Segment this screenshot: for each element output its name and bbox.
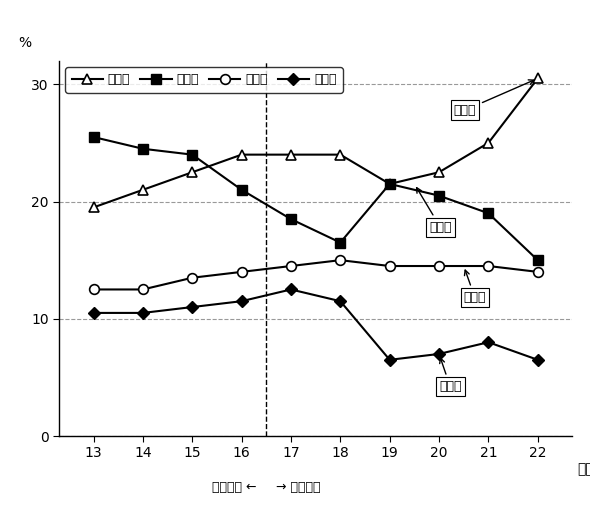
公債費 bbox=[337, 257, 344, 263]
土木費 bbox=[287, 216, 294, 222]
教育費 bbox=[485, 339, 492, 345]
土木費 bbox=[189, 152, 196, 158]
民生費 bbox=[287, 152, 294, 158]
教育費 bbox=[139, 310, 146, 316]
Text: 民生費: 民生費 bbox=[454, 80, 534, 117]
教育費 bbox=[534, 357, 541, 363]
Text: %: % bbox=[18, 35, 31, 50]
Text: 土木費: 土木費 bbox=[417, 188, 452, 234]
土木費 bbox=[435, 193, 442, 199]
土木費 bbox=[238, 187, 245, 193]
土木費 bbox=[386, 181, 393, 187]
Line: 土木費: 土木費 bbox=[88, 132, 543, 265]
教育費 bbox=[238, 298, 245, 304]
教育費 bbox=[435, 351, 442, 357]
土木費 bbox=[485, 210, 492, 216]
土木費 bbox=[534, 257, 541, 263]
民生費 bbox=[386, 181, 393, 187]
教育費 bbox=[90, 310, 97, 316]
民生費 bbox=[90, 204, 97, 210]
公債費 bbox=[386, 263, 393, 269]
民生費 bbox=[139, 187, 146, 193]
Line: 教育費: 教育費 bbox=[89, 285, 542, 364]
民生費 bbox=[189, 169, 196, 175]
民生費 bbox=[485, 140, 492, 146]
公債費 bbox=[485, 263, 492, 269]
公債費 bbox=[287, 263, 294, 269]
公債費 bbox=[139, 286, 146, 293]
Text: 教育費: 教育費 bbox=[439, 358, 461, 393]
公債費 bbox=[189, 275, 196, 281]
土木費 bbox=[139, 146, 146, 152]
公債費 bbox=[534, 269, 541, 275]
Text: → 新浜松市: → 新浜松市 bbox=[276, 481, 321, 494]
Legend: 民生費, 土木費, 公債費, 教育費: 民生費, 土木費, 公債費, 教育費 bbox=[65, 67, 343, 93]
教育費 bbox=[287, 286, 294, 293]
民生費 bbox=[435, 169, 442, 175]
民生費 bbox=[534, 76, 541, 82]
教育費 bbox=[386, 357, 393, 363]
教育費 bbox=[337, 298, 344, 304]
民生費 bbox=[238, 152, 245, 158]
土木費 bbox=[90, 134, 97, 140]
公債費 bbox=[90, 286, 97, 293]
Text: 旧浜松市 ←: 旧浜松市 ← bbox=[212, 481, 257, 494]
Line: 民生費: 民生費 bbox=[88, 74, 543, 212]
教育費 bbox=[189, 304, 196, 310]
Text: 公債費: 公債費 bbox=[464, 270, 486, 304]
Line: 公債費: 公債費 bbox=[88, 256, 543, 295]
公債費 bbox=[238, 269, 245, 275]
土木費 bbox=[337, 239, 344, 245]
公債費 bbox=[435, 263, 442, 269]
Text: 年度: 年度 bbox=[578, 462, 590, 476]
民生費 bbox=[337, 152, 344, 158]
